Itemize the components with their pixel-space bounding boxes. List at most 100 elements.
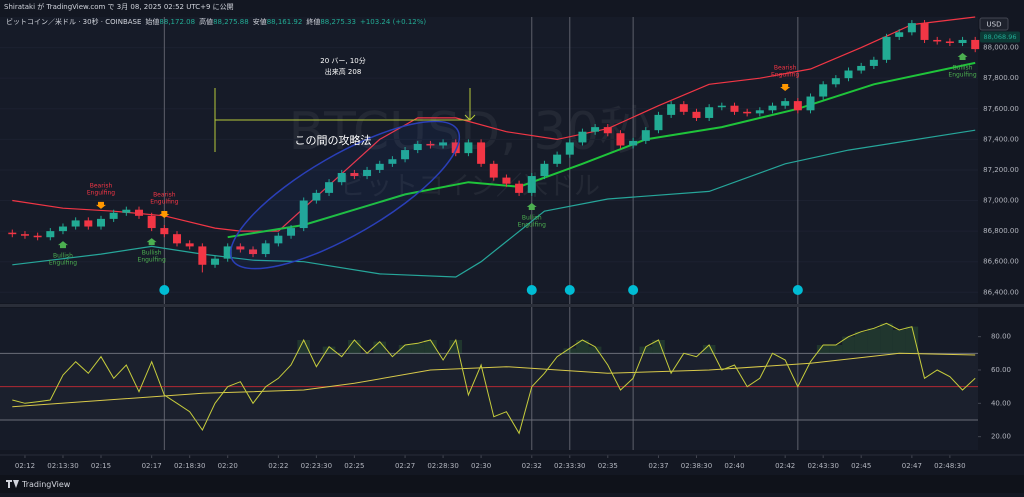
rsi-line — [12, 322, 976, 435]
signal-label: Engulfing — [138, 257, 166, 264]
candle-body — [907, 23, 916, 33]
y-tick-label: 87,000.00 — [983, 197, 1019, 205]
highlight-ellipse — [229, 120, 461, 270]
candle-body — [895, 32, 904, 37]
ohlc-label: 安値 — [253, 17, 267, 26]
candle-body — [249, 249, 258, 255]
signal-arrow — [146, 238, 157, 246]
candle-body — [388, 159, 397, 164]
candle-body — [426, 143, 435, 146]
candle-body — [236, 246, 245, 250]
y-tick-label: 87,200.00 — [983, 166, 1019, 174]
candle-body — [933, 39, 942, 42]
candle-body — [515, 183, 524, 193]
candle-body — [692, 111, 701, 118]
candle-body — [122, 209, 131, 213]
marker-dot — [564, 285, 575, 295]
candle-body — [654, 114, 663, 131]
candle-body — [451, 142, 460, 154]
x-tick-label: 02:18:30 — [174, 462, 205, 470]
x-tick-label: 02:30 — [471, 462, 491, 470]
footer-brand: TradingView — [21, 480, 71, 489]
candle-body — [971, 39, 980, 50]
ohlc-label: 高値 — [199, 17, 213, 26]
candle-body — [730, 105, 739, 112]
x-tick-label: 02:40 — [724, 462, 744, 470]
signal-arrow — [957, 53, 968, 61]
signal-label: Engulfing — [518, 221, 546, 228]
marker-dot — [628, 285, 639, 295]
currency-box — [979, 17, 1009, 31]
candle-body — [616, 133, 625, 146]
y-tick-label: 88,000.00 — [983, 44, 1019, 52]
footer-bar — [0, 475, 1024, 493]
candle-body — [58, 226, 67, 232]
x-tick-label: 02:23:30 — [301, 462, 332, 470]
candle-body — [882, 36, 891, 60]
published-line: Shirataki が TradingView.com で 3月 08, 202… — [4, 2, 234, 11]
ohlc-value: 88,275.33 — [320, 18, 356, 26]
candle-body — [464, 142, 473, 154]
candle-body — [591, 127, 600, 132]
y-tick-label: 20.00 — [991, 433, 1011, 441]
candle-body — [945, 41, 954, 43]
candle-body — [261, 243, 270, 255]
candle-body — [96, 218, 105, 227]
candle-body — [274, 235, 283, 244]
signal-arrow — [95, 201, 106, 209]
candle-body — [350, 173, 359, 177]
candle-body — [667, 104, 676, 115]
candle-body — [553, 154, 562, 164]
candle-body — [20, 234, 29, 236]
candle-body — [325, 182, 334, 193]
signal-label: Bearish — [774, 65, 797, 72]
x-tick-label: 02:38:30 — [681, 462, 712, 470]
x-tick-label: 02:42 — [775, 462, 795, 470]
measure-arrow — [464, 114, 476, 121]
x-tick-label: 02:15 — [91, 462, 111, 470]
x-tick-label: 02:43:30 — [807, 462, 838, 470]
x-tick-label: 02:35 — [598, 462, 618, 470]
x-tick-label: 02:22 — [268, 462, 288, 470]
candle-body — [147, 215, 156, 229]
candle-body — [8, 232, 17, 235]
x-tick-label: 02:47 — [902, 462, 922, 470]
x-tick-label: 02:48:30 — [934, 462, 965, 470]
candle-body — [755, 110, 764, 114]
candle-body — [33, 235, 42, 238]
candle-body — [578, 131, 587, 143]
change: +103.24 (+0.12%) — [360, 18, 426, 26]
candle-body — [857, 65, 866, 71]
ohlc-label: 始値 — [145, 17, 159, 26]
currency: USD — [987, 21, 1002, 29]
marker-dot — [792, 285, 803, 295]
ohlc-value: 88,275.88 — [213, 18, 249, 26]
candle-body — [223, 246, 232, 259]
rsi-ma — [12, 352, 976, 408]
candle-body — [299, 200, 308, 229]
note: この間の攻略法 — [295, 133, 372, 147]
x-tick-label: 02:32 — [522, 462, 542, 470]
candle-body — [198, 246, 207, 265]
signal-arrow — [780, 84, 791, 92]
y-tick-label: 87,400.00 — [983, 135, 1019, 143]
y-tick-label: 86,400.00 — [983, 288, 1019, 296]
candle-body — [717, 105, 726, 108]
x-tick-label: 02:12 — [15, 462, 35, 470]
y-tick-label: 86,800.00 — [983, 227, 1019, 235]
candle-body — [185, 243, 194, 247]
x-tick-label: 02:27 — [395, 462, 415, 470]
measure-volume: 出来高 208 — [325, 67, 362, 76]
signal-label: Engulfing — [150, 199, 178, 206]
y-tick-label: 86,600.00 — [983, 258, 1019, 266]
x-tick-label: 02:45 — [851, 462, 871, 470]
candle-body — [540, 163, 549, 177]
x-tick-label: 02:20 — [218, 462, 238, 470]
candle-body — [705, 107, 714, 118]
candle-body — [337, 173, 346, 183]
upper-band — [12, 16, 976, 232]
candle-body — [793, 101, 802, 111]
candle-body — [781, 101, 790, 106]
candle-body — [831, 78, 840, 85]
